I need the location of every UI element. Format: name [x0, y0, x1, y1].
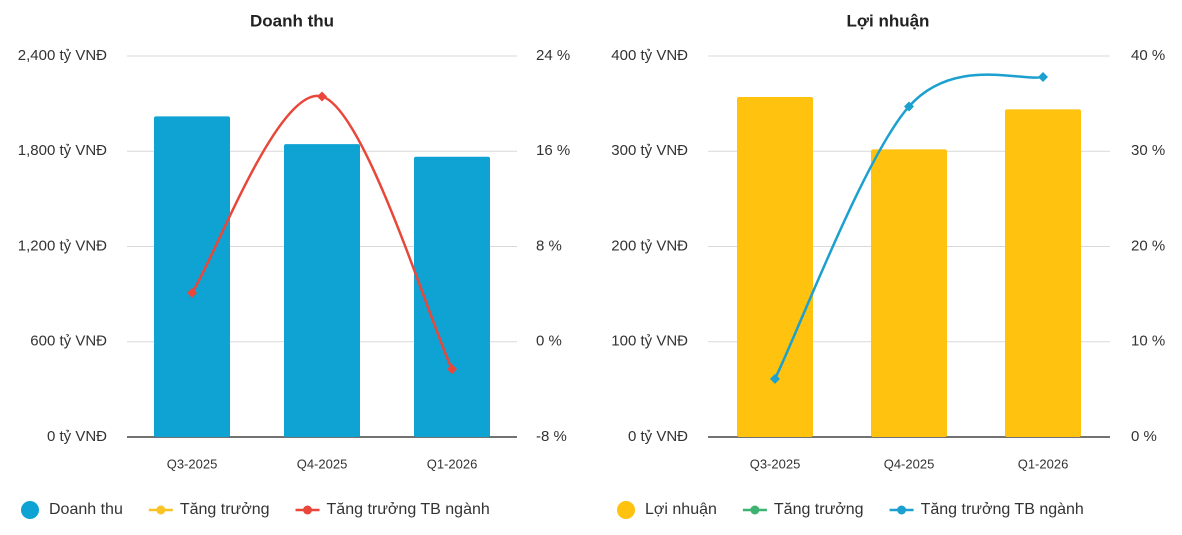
x-tick-label: Q4-2025 [884, 456, 935, 471]
y2-tick-label: 8 % [536, 237, 562, 254]
y-tick-label: 1,800 tỷ VNĐ [18, 142, 107, 159]
bar [871, 149, 947, 437]
legend-label: Tăng trưởng TB ngành [921, 501, 1084, 518]
x-tick-label: Q1-2026 [427, 456, 478, 471]
legend-label: Lợi nhuận [645, 501, 717, 518]
y2-tick-label: 24 % [536, 47, 570, 64]
legend-swatch [21, 501, 39, 519]
y-tick-label: 400 tỷ VNĐ [611, 47, 688, 64]
y-tick-label: 200 tỷ VNĐ [611, 237, 688, 254]
x-tick-label: Q3-2025 [167, 456, 218, 471]
line-marker [317, 91, 327, 102]
line-marker [904, 101, 914, 112]
y2-tick-label: 0 % [1131, 428, 1157, 445]
legend-swatch [897, 505, 907, 515]
legend-swatch [156, 505, 166, 515]
chart-title: Doanh thu [250, 11, 334, 30]
y-tick-label: 1,200 tỷ VNĐ [18, 237, 107, 254]
y-tick-label: 300 tỷ VNĐ [611, 142, 688, 159]
y2-tick-label: 0 % [536, 333, 562, 350]
legend-swatch [617, 501, 635, 519]
y2-tick-label: 30 % [1131, 142, 1165, 159]
line-marker [187, 287, 197, 298]
legend-label: Doanh thu [49, 501, 123, 518]
y2-tick-label: -8 % [536, 428, 567, 445]
y2-tick-label: 40 % [1131, 47, 1165, 64]
legend-label: Tăng trưởng [180, 501, 270, 518]
y-tick-label: 0 tỷ VNĐ [47, 428, 107, 445]
y2-tick-label: 10 % [1131, 333, 1165, 350]
line-marker [770, 373, 780, 384]
bar [154, 116, 230, 437]
x-tick-label: Q4-2025 [297, 456, 348, 471]
y-tick-label: 100 tỷ VNĐ [611, 333, 688, 350]
x-tick-label: Q3-2025 [750, 456, 801, 471]
line-marker [1038, 71, 1048, 82]
line [773, 73, 1044, 380]
y-tick-label: 0 tỷ VNĐ [628, 428, 688, 445]
y2-tick-label: 20 % [1131, 237, 1165, 254]
bar [1005, 109, 1081, 437]
legend-label: Tăng trưởng TB ngành [327, 501, 490, 518]
chart-title: Lợi nhuận [847, 11, 930, 30]
bar [284, 144, 360, 437]
y-tick-label: 600 tỷ VNĐ [30, 333, 107, 350]
legend-swatch [750, 505, 760, 515]
bar [737, 96, 813, 438]
y-tick-label: 2,400 tỷ VNĐ [18, 47, 107, 64]
line-marker [447, 364, 457, 375]
y2-tick-label: 16 % [536, 142, 570, 159]
legend-label: Tăng trưởng [774, 501, 864, 518]
legend-swatch [303, 505, 313, 515]
bar [414, 156, 490, 437]
x-tick-label: Q1-2026 [1018, 456, 1069, 471]
